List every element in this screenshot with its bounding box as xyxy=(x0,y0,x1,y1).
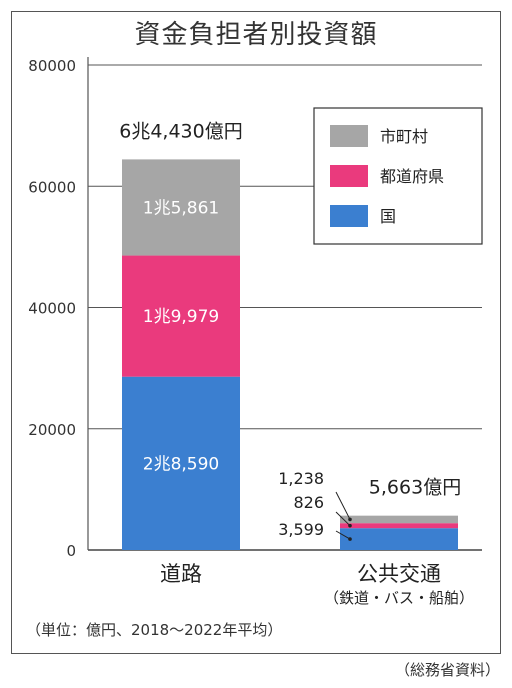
segment-value-label: 1兆9,979 xyxy=(143,307,219,327)
legend-label: 都道府県 xyxy=(380,167,444,186)
legend-swatch xyxy=(330,165,368,187)
category-sublabel: （鉄道・バス・船舶） xyxy=(324,589,474,607)
total-label-transit: 5,663億円 xyxy=(369,477,461,499)
leader-line xyxy=(335,530,351,540)
y-tick-label: 40000 xyxy=(28,300,76,318)
source-note: （総務省資料） xyxy=(394,661,500,679)
y-tick-label: 0 xyxy=(66,542,76,560)
category-label: 公共交通 xyxy=(357,562,441,586)
segment-value-label: 1兆5,861 xyxy=(143,198,219,218)
legend-swatch xyxy=(330,205,368,227)
transit-value-label: 3,599 xyxy=(278,520,324,539)
legend-label: 国 xyxy=(380,207,396,226)
segment-value-label: 2兆8,590 xyxy=(143,454,219,474)
bar-segment-transit-0 xyxy=(340,528,458,550)
y-tick-label: 80000 xyxy=(28,57,76,75)
legend-label: 市町村 xyxy=(380,127,428,146)
leader-dot xyxy=(348,517,352,522)
chart-title: 資金負担者別投資額 xyxy=(134,20,378,50)
transit-value-label: 826 xyxy=(293,493,324,512)
leader-dot xyxy=(348,537,352,541)
bar-segment-transit-1 xyxy=(340,523,458,529)
bar-segment-road-0 xyxy=(122,376,240,550)
legend-swatch xyxy=(330,125,368,147)
chart-frame xyxy=(11,11,501,654)
leader-line xyxy=(335,511,351,527)
y-tick-label: 60000 xyxy=(28,178,76,196)
bar-segment-road-1 xyxy=(122,255,240,377)
transit-value-label: 1,238 xyxy=(278,469,324,488)
y-tick-label: 20000 xyxy=(28,421,76,439)
unit-note: （単位：億円、2018～2022年平均） xyxy=(26,621,283,639)
bar-segment-transit-2 xyxy=(340,515,458,524)
total-label-road: 6兆4,430億円 xyxy=(119,120,242,142)
category-label: 道路 xyxy=(160,562,202,586)
leader-line xyxy=(335,491,351,520)
leader-dot xyxy=(348,523,352,528)
bar-segment-road-2 xyxy=(122,159,240,256)
